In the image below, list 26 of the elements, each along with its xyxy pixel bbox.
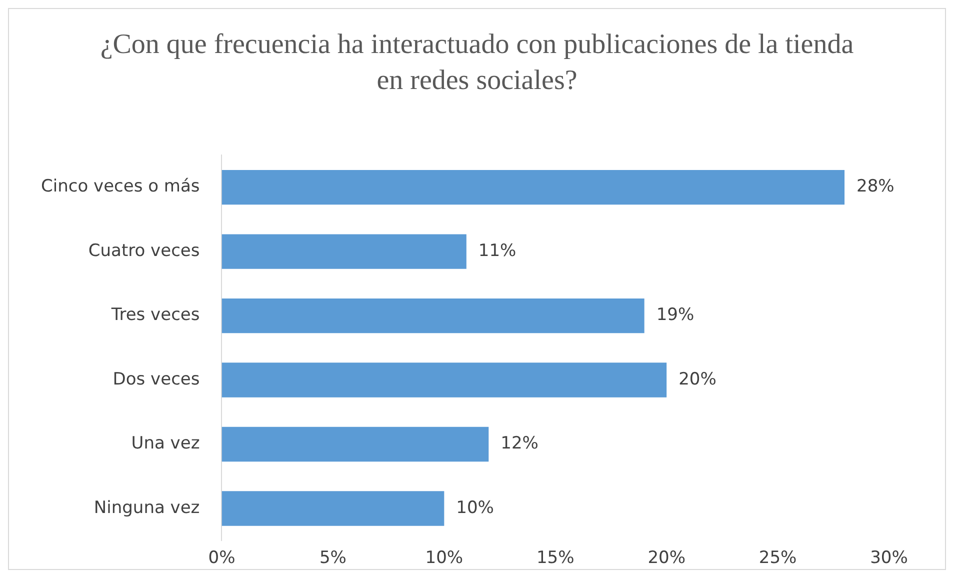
data-label: 19% <box>656 305 694 326</box>
x-tick-label: 30% <box>870 548 908 568</box>
bar <box>222 362 667 398</box>
y-tick-label: Dos veces <box>112 369 200 390</box>
x-tick-label: 10% <box>425 548 464 568</box>
bar <box>222 298 644 334</box>
y-tick-label: Cuatro veces <box>88 240 200 261</box>
chart-title: ¿Con que frecuencia ha interactuado con publicaciones de la tienda en redes sociales? <box>99 28 855 98</box>
bar <box>222 426 489 462</box>
bar <box>222 170 845 205</box>
y-tick-label: Tres veces <box>110 305 200 326</box>
x-tick-label: 0% <box>208 548 236 568</box>
y-tick-label: Cinco veces o más <box>40 176 200 197</box>
x-tick-label: 20% <box>648 548 686 568</box>
data-label: 10% <box>456 498 494 518</box>
data-label: 28% <box>856 176 894 197</box>
bar <box>222 491 444 526</box>
bar <box>222 234 466 269</box>
x-tick-label: 5% <box>319 548 346 568</box>
data-label: 11% <box>478 240 516 261</box>
x-tick-label: 15% <box>536 548 574 568</box>
data-label: 12% <box>500 434 538 454</box>
y-tick-label: Una vez <box>131 434 200 454</box>
data-label: 20% <box>678 369 716 390</box>
y-tick-label: Ninguna vez <box>94 498 200 518</box>
x-tick-label: 25% <box>758 548 797 568</box>
